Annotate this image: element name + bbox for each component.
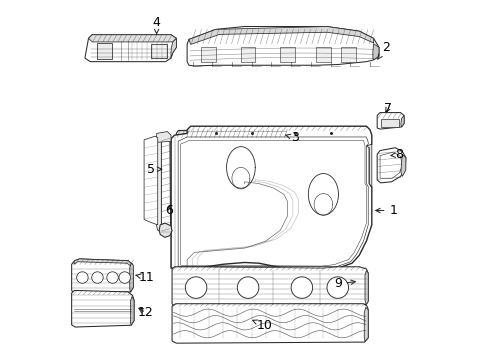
Polygon shape (400, 154, 405, 176)
Polygon shape (172, 267, 367, 306)
Polygon shape (159, 223, 172, 237)
Circle shape (185, 277, 206, 298)
Polygon shape (226, 147, 255, 188)
Text: 9: 9 (333, 278, 355, 291)
Polygon shape (376, 148, 405, 183)
Polygon shape (171, 39, 176, 58)
Polygon shape (372, 44, 378, 60)
Polygon shape (241, 47, 255, 62)
Polygon shape (400, 116, 403, 127)
Polygon shape (74, 259, 132, 267)
Polygon shape (341, 47, 355, 62)
Polygon shape (72, 259, 133, 293)
Text: 12: 12 (138, 306, 153, 319)
Circle shape (106, 272, 118, 283)
Circle shape (119, 272, 130, 283)
Polygon shape (144, 136, 158, 225)
Circle shape (92, 272, 103, 283)
Text: 3: 3 (285, 131, 298, 144)
Text: 7: 7 (383, 102, 391, 115)
Polygon shape (188, 27, 373, 44)
Polygon shape (201, 47, 215, 62)
Polygon shape (88, 35, 176, 42)
Polygon shape (308, 174, 338, 215)
Polygon shape (316, 47, 330, 62)
Text: 10: 10 (252, 319, 272, 332)
Polygon shape (156, 137, 161, 232)
Polygon shape (130, 297, 134, 325)
Text: 2: 2 (377, 41, 389, 59)
Text: 5: 5 (147, 163, 162, 176)
Text: 1: 1 (375, 204, 396, 217)
Text: 4: 4 (152, 16, 160, 34)
Polygon shape (72, 291, 134, 327)
Text: 8: 8 (390, 148, 402, 161)
Polygon shape (97, 43, 112, 59)
Text: 11: 11 (136, 271, 155, 284)
Circle shape (290, 277, 312, 298)
Polygon shape (280, 47, 294, 62)
Circle shape (237, 277, 258, 298)
Polygon shape (161, 136, 170, 234)
Polygon shape (156, 132, 171, 142)
Polygon shape (129, 263, 133, 292)
Text: 6: 6 (165, 204, 173, 217)
Polygon shape (85, 35, 176, 62)
Polygon shape (151, 44, 167, 58)
Circle shape (326, 277, 348, 298)
Polygon shape (366, 144, 371, 187)
Polygon shape (171, 126, 371, 270)
Polygon shape (172, 304, 367, 343)
Circle shape (77, 272, 88, 283)
Polygon shape (380, 119, 398, 127)
Polygon shape (364, 270, 367, 305)
Polygon shape (376, 113, 403, 129)
Polygon shape (364, 307, 367, 341)
Polygon shape (176, 129, 287, 139)
Polygon shape (187, 27, 378, 66)
